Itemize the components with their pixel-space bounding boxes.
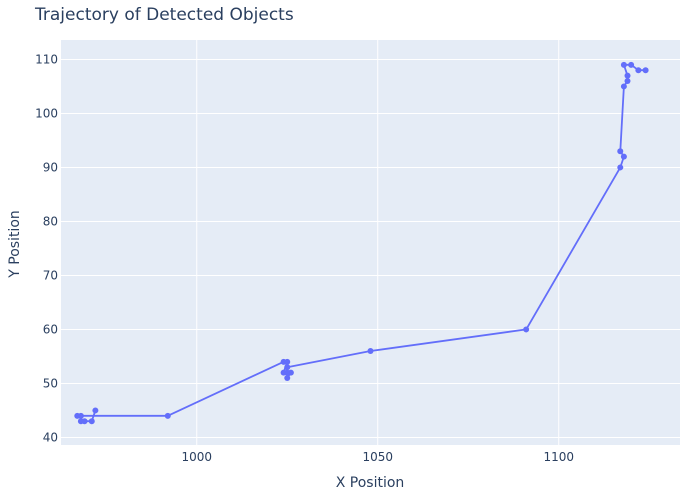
data-point[interactable] (88, 418, 95, 425)
data-point[interactable] (620, 83, 627, 90)
data-point[interactable] (284, 375, 291, 382)
data-point[interactable] (284, 358, 291, 365)
data-point[interactable] (92, 407, 99, 414)
data-point[interactable] (635, 67, 642, 74)
y-tick-label: 100 (35, 106, 58, 120)
y-axis-title: Y Position (7, 210, 23, 279)
data-point[interactable] (628, 61, 635, 68)
data-point[interactable] (617, 148, 624, 155)
y-tick-label: 70 (43, 268, 58, 282)
y-tick-label: 40 (43, 430, 58, 444)
x-axis-title: X Position (336, 475, 405, 491)
plot-area (61, 40, 680, 445)
data-point[interactable] (620, 153, 627, 160)
data-point[interactable] (624, 78, 631, 85)
data-point[interactable] (74, 412, 81, 419)
y-tick-label: 50 (43, 376, 58, 390)
tick-labels: 1000 1050 1100 40 50 60 70 80 90 100 110 (35, 52, 574, 464)
y-tick-label: 60 (43, 322, 58, 336)
y-tick-label: 90 (43, 160, 58, 174)
data-point[interactable] (523, 326, 530, 333)
y-tick-label: 80 (43, 214, 58, 228)
series-layer (74, 61, 649, 425)
x-tick-label: 1050 (362, 450, 393, 464)
y-tick-label: 110 (35, 52, 58, 66)
chart-title: Trajectory of Detected Objects (34, 5, 294, 25)
data-point[interactable] (620, 61, 627, 68)
data-point[interactable] (284, 364, 291, 371)
data-point[interactable] (624, 72, 631, 79)
grid-lines (61, 40, 680, 445)
data-point[interactable] (284, 369, 291, 376)
x-tick-label: 1000 (181, 450, 212, 464)
x-tick-label: 1100 (543, 450, 574, 464)
data-point[interactable] (642, 67, 649, 74)
data-point[interactable] (617, 164, 624, 171)
data-point[interactable] (367, 348, 374, 355)
data-point[interactable] (164, 412, 171, 419)
data-point[interactable] (77, 418, 84, 425)
